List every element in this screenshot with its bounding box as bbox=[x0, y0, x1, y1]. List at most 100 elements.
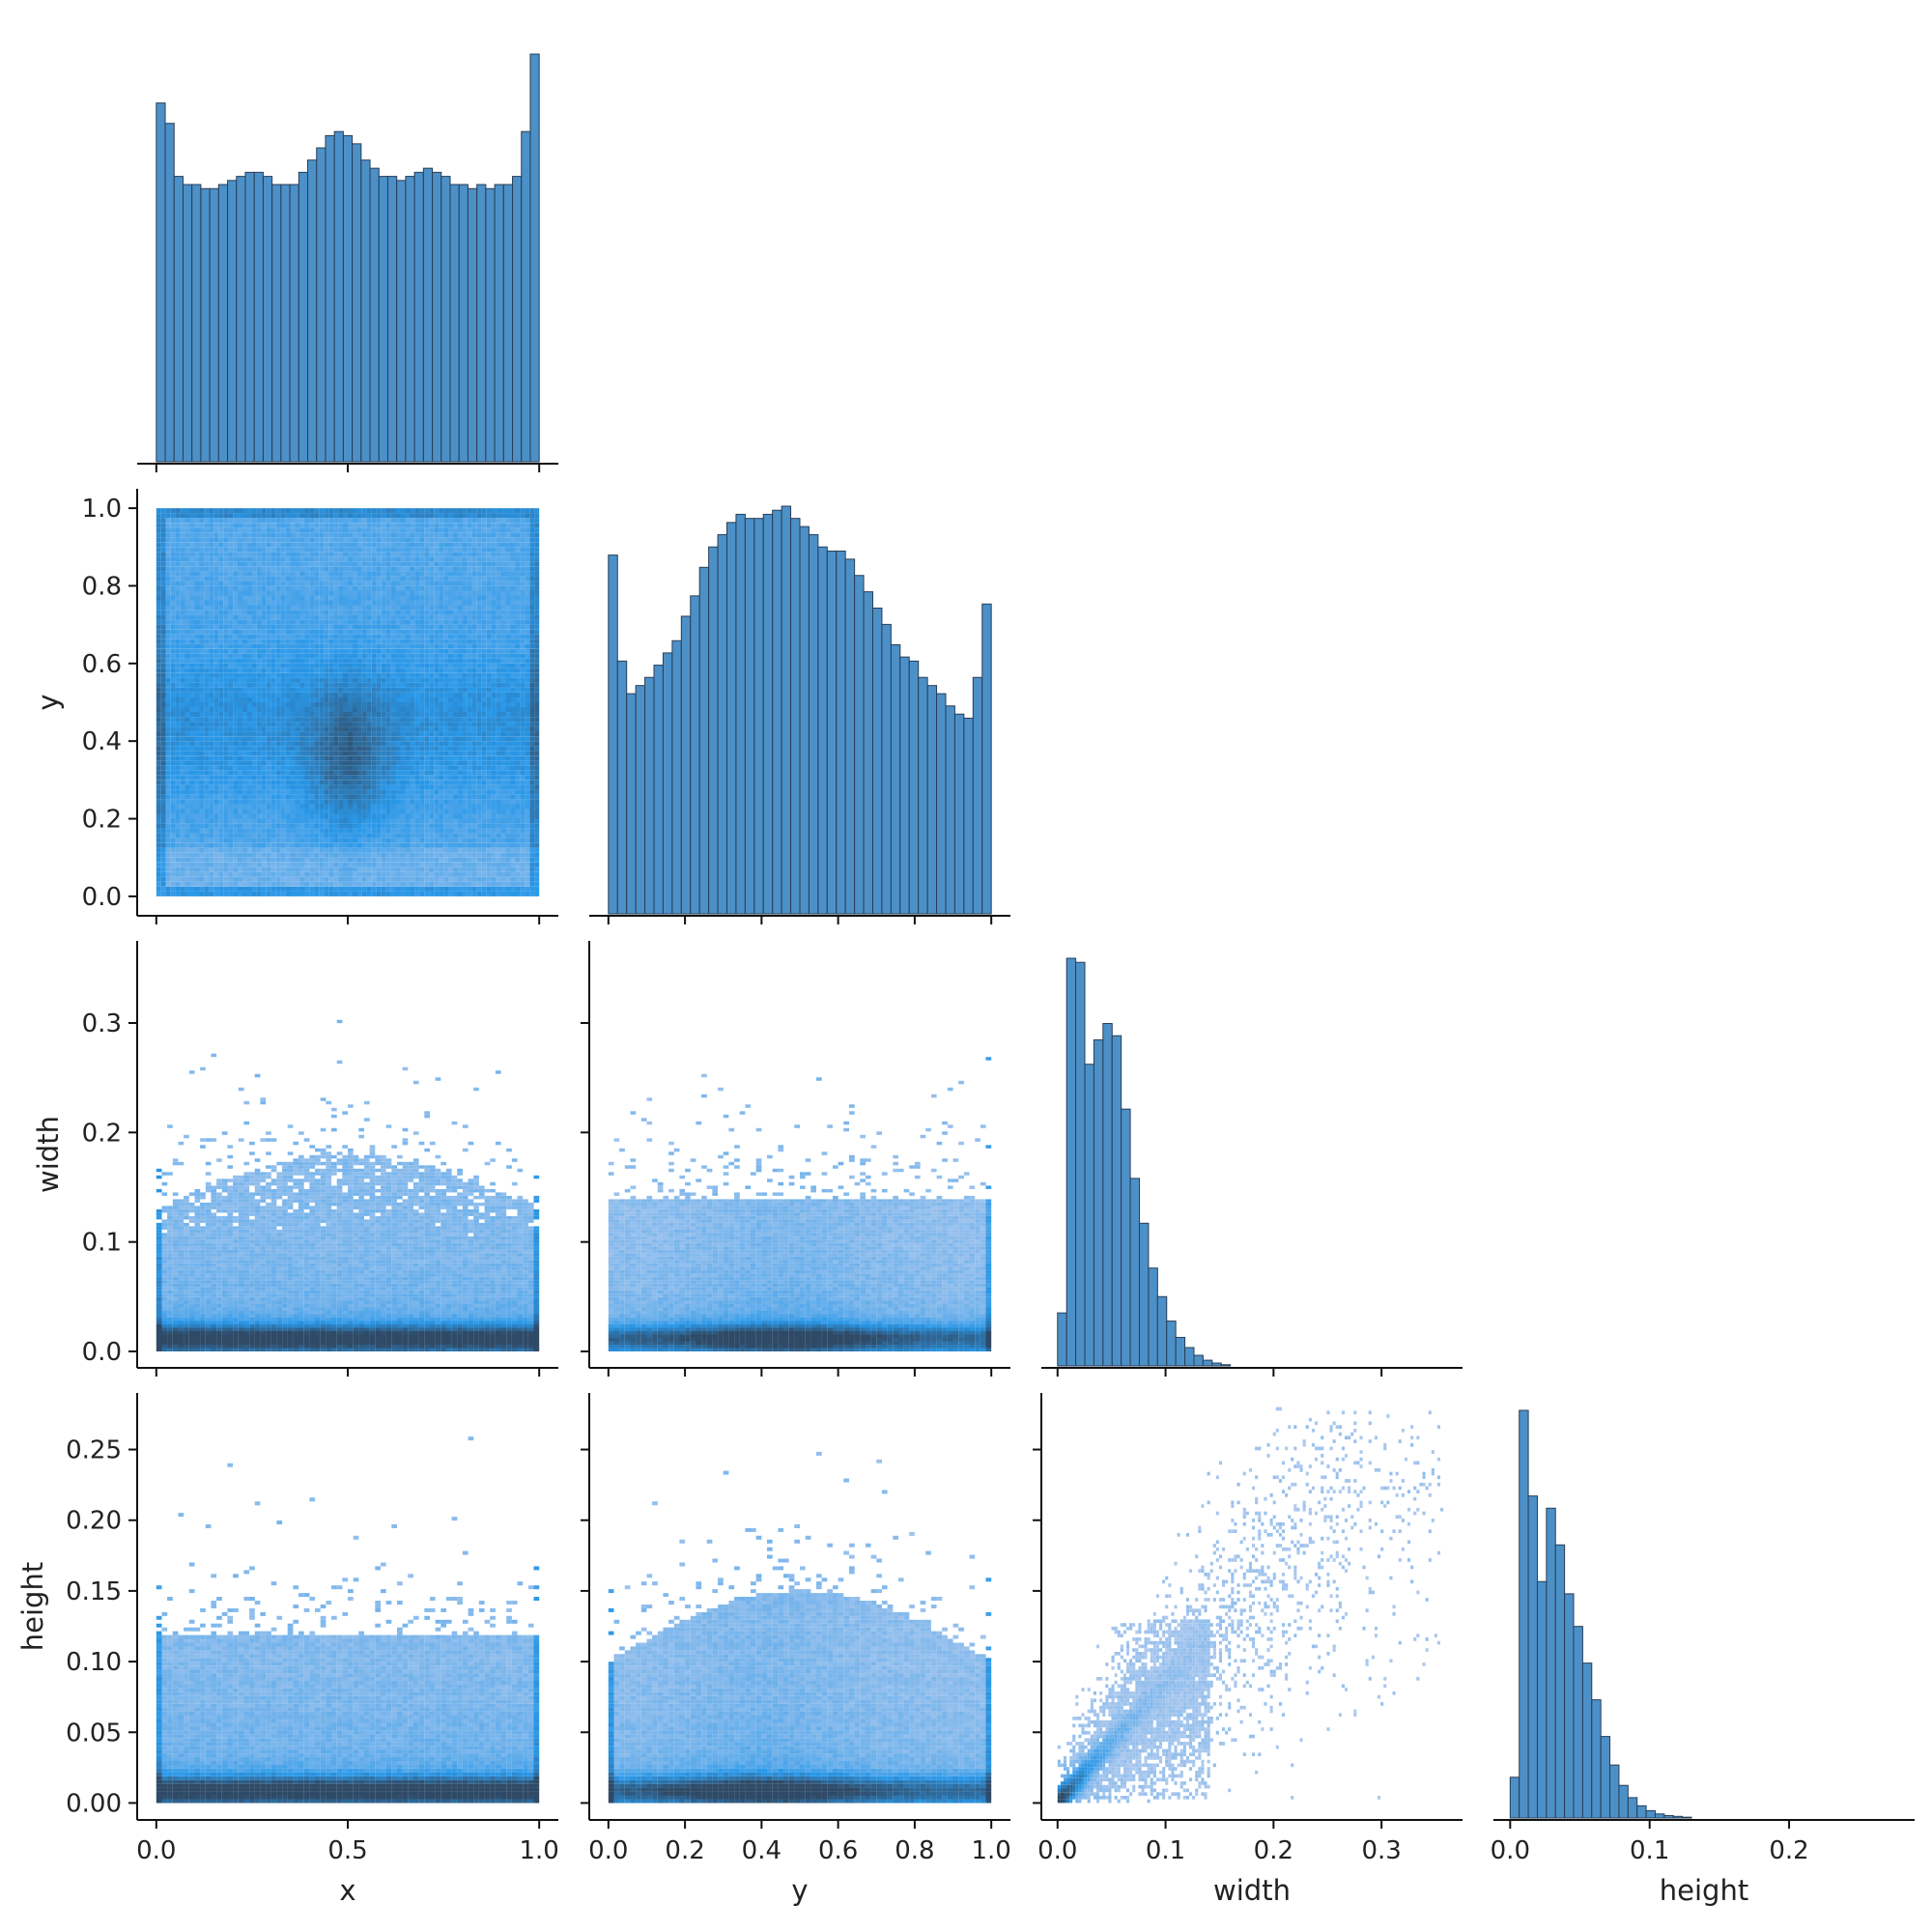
x-vs-y-cell bbox=[156, 513, 161, 519]
x-vs-y-cell bbox=[218, 663, 224, 668]
x-vs-y-cell bbox=[295, 871, 300, 877]
x-vs-y-cell bbox=[213, 668, 219, 673]
x-vs-y-cell bbox=[247, 682, 252, 688]
x-vs-y-cell bbox=[376, 828, 382, 834]
x-vs-y-cell bbox=[160, 722, 166, 727]
x-vs-y-cell bbox=[238, 605, 242, 611]
x-vs-y-cell bbox=[295, 736, 300, 742]
x-vs-y-cell bbox=[424, 585, 430, 591]
x-vs-y-cell bbox=[233, 687, 239, 693]
x-vs-y-cell bbox=[424, 605, 430, 611]
x-vs-y-cell bbox=[275, 794, 281, 800]
x-vs-y-cell bbox=[199, 523, 205, 528]
x-vs-y-cell bbox=[233, 556, 239, 562]
x-vs-y-cell bbox=[410, 624, 415, 630]
x-vs-y-cell bbox=[338, 619, 344, 625]
x-vs-y-cell bbox=[400, 707, 406, 712]
x-vs-y-cell bbox=[242, 677, 247, 683]
x-vs-y-cell bbox=[309, 809, 315, 814]
x-vs-y-cell bbox=[424, 731, 430, 737]
x-vs-y-cell bbox=[324, 663, 329, 668]
x-vs-y-cell bbox=[366, 862, 372, 867]
x-vs-y-cell bbox=[180, 736, 185, 742]
x-vs-y-cell bbox=[385, 717, 391, 723]
x-vs-y-cell bbox=[314, 799, 320, 805]
x-vs-y-cell bbox=[410, 813, 415, 819]
x-vs-y-cell bbox=[290, 561, 296, 567]
x-vs-y-cell bbox=[213, 794, 219, 800]
x-vs-y-cell bbox=[175, 702, 181, 707]
x-vs-y-cell bbox=[366, 712, 372, 717]
x-vs-y-cell bbox=[309, 847, 315, 853]
x-vs-y-cell bbox=[319, 842, 325, 848]
x-vs-y-cell bbox=[434, 639, 440, 644]
x-vs-y-cell bbox=[270, 813, 276, 819]
x-vs-y-cell bbox=[405, 804, 411, 810]
x-vs-y-cell bbox=[314, 595, 320, 601]
x-vs-y-cell bbox=[348, 784, 353, 790]
x-vs-y-cell bbox=[361, 653, 367, 659]
x-vs-y-cell bbox=[448, 722, 453, 727]
x-vs-y-cell bbox=[356, 629, 362, 635]
x-vs-y-cell bbox=[185, 746, 190, 752]
x-vs-y-cell bbox=[434, 862, 440, 867]
x-vs-y-cell bbox=[309, 513, 315, 519]
x-vs-y-cell bbox=[434, 614, 440, 620]
x-vs-y-cell bbox=[209, 726, 214, 732]
x-vs-y-cell bbox=[156, 828, 161, 834]
x-vs-y-cell bbox=[390, 672, 396, 678]
x-vs-y-cell bbox=[290, 852, 296, 858]
x-vs-y-cell bbox=[328, 527, 334, 533]
x-vs-y-cell bbox=[233, 561, 239, 567]
x-vs-y-cell bbox=[419, 697, 425, 702]
x-vs-y-cell bbox=[395, 780, 401, 785]
x-vs-y-cell bbox=[343, 852, 348, 858]
x-vs-y-cell bbox=[414, 828, 420, 834]
x-vs-y-cell bbox=[285, 518, 291, 524]
x-vs-y-cell bbox=[366, 842, 372, 848]
x-vs-y-cell bbox=[213, 629, 219, 635]
x-vs-y-cell bbox=[410, 857, 415, 863]
x-vs-y-cell bbox=[170, 518, 176, 524]
x-vs-y-cell bbox=[439, 804, 444, 810]
x-vs-y-cell bbox=[390, 736, 396, 742]
x-vs-y-cell bbox=[424, 789, 430, 795]
x-vs-y-cell bbox=[443, 581, 449, 586]
x-vs-y-cell bbox=[353, 847, 357, 853]
x-vs-y-cell bbox=[175, 823, 181, 829]
x-vs-y-cell bbox=[348, 668, 353, 673]
x-vs-y-cell bbox=[343, 576, 348, 582]
x-vs-y-cell bbox=[429, 746, 435, 752]
x-vs-y-cell bbox=[400, 717, 406, 723]
x-hist-bar bbox=[396, 180, 407, 463]
x-vs-y-cell bbox=[414, 634, 420, 639]
x-vs-y-cell bbox=[251, 668, 257, 673]
x-vs-y-cell bbox=[343, 809, 348, 814]
x-vs-y-cell bbox=[170, 891, 176, 896]
x-vs-y-cell bbox=[424, 624, 430, 630]
x-vs-y-cell bbox=[199, 677, 205, 683]
x-vs-y-cell bbox=[175, 765, 181, 771]
x-vs-y-cell bbox=[338, 537, 344, 543]
x-vs-y-cell bbox=[199, 751, 205, 756]
x-vs-y-cell bbox=[160, 755, 166, 761]
x-vs-y-cell bbox=[290, 804, 296, 810]
x-vs-y-cell bbox=[270, 726, 276, 732]
x-vs-y-cell bbox=[366, 648, 372, 654]
x-vs-y-cell bbox=[366, 663, 372, 668]
x-vs-y-cell bbox=[356, 658, 362, 664]
x-vs-y-cell bbox=[280, 566, 286, 572]
x-vs-y-cell bbox=[400, 794, 406, 800]
x-vs-y-cell bbox=[343, 780, 348, 785]
x-vs-y-cell bbox=[314, 668, 320, 673]
x-vs-y-cell bbox=[328, 780, 334, 785]
x-vs-y-cell bbox=[304, 682, 310, 688]
x-vs-y-cell bbox=[314, 634, 320, 639]
x-vs-y-cell bbox=[204, 513, 210, 519]
x-vs-y-cell bbox=[299, 648, 305, 654]
x-vs-y-cell bbox=[324, 581, 329, 586]
x-vs-y-cell bbox=[319, 629, 325, 635]
x-vs-y-cell bbox=[381, 658, 386, 664]
x-vs-y-cell bbox=[414, 833, 420, 838]
x-vs-y-cell bbox=[439, 600, 444, 606]
